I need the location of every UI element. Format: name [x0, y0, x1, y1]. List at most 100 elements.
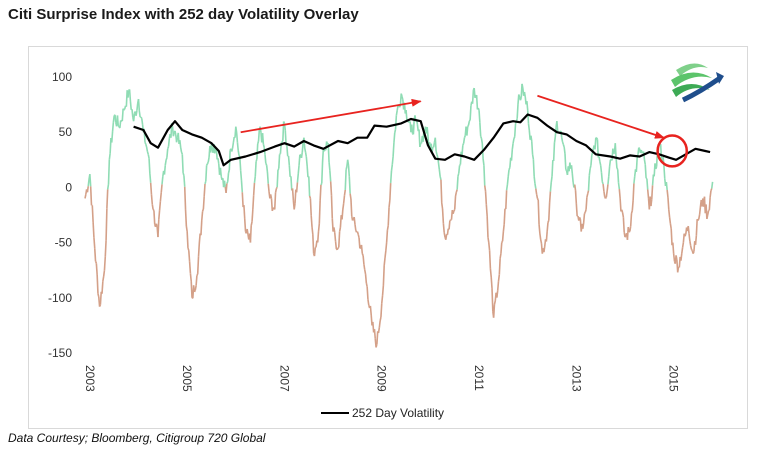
surprise-index-segment — [219, 167, 223, 177]
surprise-index-segment — [186, 231, 189, 248]
surprise-index-segment — [103, 256, 107, 271]
surprise-index-segment — [384, 250, 387, 259]
surprise-index-segment — [448, 220, 451, 230]
surprise-index-segment — [665, 181, 668, 191]
surprise-index-segment — [668, 217, 672, 224]
y-tick-label: -100 — [48, 291, 72, 305]
surprise-index-segment — [513, 136, 516, 139]
surprise-index-segment — [136, 103, 139, 111]
surprise-index-segment — [179, 140, 182, 148]
surprise-index-segment — [267, 183, 270, 193]
volatility-series — [133, 113, 711, 167]
surprise-index-segment — [586, 193, 589, 198]
surprise-index-segment — [575, 203, 578, 217]
surprise-index-segment — [333, 227, 336, 233]
surprise-index-segment — [561, 141, 565, 145]
surprise-index-segment — [92, 222, 95, 238]
x-tick-label: 2013 — [569, 365, 583, 392]
surprise-index-segment — [145, 146, 149, 152]
surprise-index-segment — [400, 93, 403, 97]
surprise-index-segment — [585, 197, 588, 210]
surprise-index-segment — [375, 343, 378, 348]
highlight-circle — [656, 134, 689, 168]
surprise-index-series — [84, 83, 714, 348]
surprise-index-segment — [461, 145, 464, 156]
surprise-index-segment — [706, 210, 710, 216]
x-tick-label: 2009 — [375, 365, 389, 392]
surprise-index-segment — [646, 178, 649, 190]
surprise-index-segment — [102, 276, 105, 282]
surprise-index-segment — [387, 207, 390, 226]
surprise-index-segment — [365, 282, 368, 287]
surprise-index-segment — [655, 166, 658, 170]
surprise-index-segment — [129, 100, 133, 110]
surprise-index-segment — [437, 162, 441, 170]
surprise-index-segment — [305, 156, 308, 167]
surprise-index-segment — [536, 198, 539, 201]
surprise-index-segment — [617, 182, 621, 190]
annotations — [240, 94, 689, 168]
surprise-index-segment — [466, 126, 469, 136]
surprise-index-segment — [531, 154, 535, 160]
surprise-index-segment — [629, 226, 632, 232]
surprise-index-segment — [157, 219, 160, 238]
surprise-index-segment — [155, 223, 158, 228]
surprise-index-segment — [620, 209, 624, 213]
surprise-index-segment — [307, 176, 311, 197]
surprise-index-segment — [140, 116, 143, 119]
surprise-index-segment — [254, 161, 257, 177]
surprise-index-segment — [646, 189, 650, 199]
surprise-index-segment — [230, 147, 234, 152]
surprise-index-segment — [317, 223, 321, 232]
surprise-index-segment — [226, 181, 229, 184]
surprise-index-segment — [354, 224, 357, 231]
surprise-index-segment — [146, 151, 150, 155]
surprise-index-segment — [393, 129, 397, 134]
surprise-index-segment — [439, 176, 442, 180]
surprise-index-segment — [708, 197, 711, 210]
surprise-index-segment — [440, 179, 443, 203]
surprise-index-segment — [506, 176, 510, 185]
surprise-index-segment — [166, 148, 169, 158]
surprise-index-segment — [165, 157, 168, 161]
surprise-index-segment — [630, 210, 634, 214]
surprise-index-segment — [535, 194, 539, 199]
surprise-index-segment — [412, 119, 415, 135]
surprise-index-segment — [240, 180, 244, 193]
surprise-index-segment — [183, 186, 187, 210]
surprise-index-segment — [138, 110, 141, 118]
surprise-index-segment — [453, 196, 457, 210]
surprise-index-segment — [157, 210, 161, 220]
surprise-index-segment — [204, 181, 207, 185]
surprise-index-segment — [615, 157, 618, 168]
surprise-index-segment — [334, 241, 338, 250]
surprise-index-segment — [275, 186, 278, 190]
surprise-index-segment — [265, 165, 269, 173]
surprise-index-segment — [252, 182, 256, 196]
surprise-index-segment — [385, 229, 389, 243]
surprise-index-segment — [330, 195, 334, 219]
surprise-index-segment — [153, 210, 156, 225]
surprise-index-segment — [321, 148, 325, 163]
surprise-index-segment — [492, 304, 496, 318]
surprise-index-segment — [351, 218, 355, 221]
surprise-index-segment — [459, 163, 461, 166]
surprise-index-segment — [455, 189, 458, 193]
surprise-index-segment — [454, 191, 458, 197]
surprise-index-segment — [235, 126, 238, 133]
surprise-index-segment — [496, 290, 499, 298]
surprise-index-segment — [410, 124, 414, 134]
surprise-index-segment — [435, 150, 438, 155]
surprise-index-segment — [345, 166, 348, 171]
surprise-index-segment — [357, 234, 360, 239]
surprise-index-segment — [434, 137, 437, 152]
y-tick-label: 50 — [59, 125, 73, 139]
surprise-index-segment — [440, 202, 444, 210]
surprise-index-segment — [112, 115, 115, 123]
surprise-index-segment — [496, 281, 500, 291]
surprise-index-segment — [389, 170, 393, 184]
surprise-index-segment — [483, 185, 487, 192]
surprise-index-segment — [319, 184, 322, 201]
surprise-index-segment — [690, 248, 693, 252]
surprise-index-segment — [296, 173, 300, 183]
